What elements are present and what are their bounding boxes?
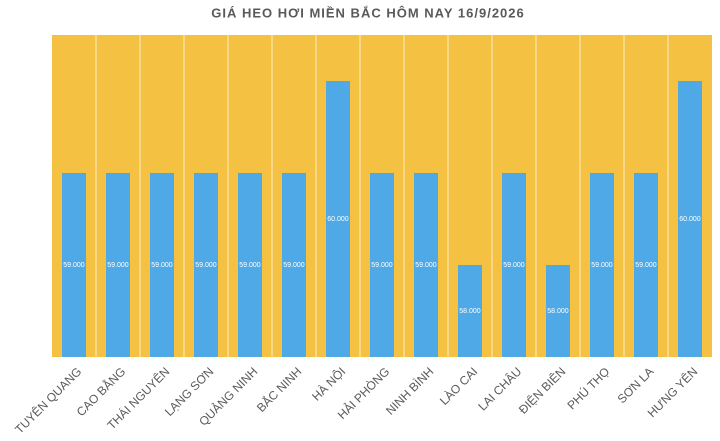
value-label: 59.000 [63,262,85,269]
bar [458,265,482,357]
value-label: 58.000 [459,308,481,315]
x-tick-label: TUYÊN QUANG [12,364,85,437]
value-label: 58.000 [547,308,569,315]
x-tick-label: LÀO CAI [436,364,480,408]
x-tick-label: NINH BÌNH [382,364,436,418]
value-label: 59.000 [503,262,525,269]
bar [282,173,306,357]
value-label: 59.000 [635,262,657,269]
value-label: 59.000 [107,262,129,269]
x-tick-label: HÀ NỘI [309,364,349,404]
x-tick-label: ĐIỆN BIÊN [515,364,568,417]
value-label: 59.000 [371,262,393,269]
value-label: 59.000 [151,262,173,269]
x-tick-label: SƠN LA [615,364,657,406]
bar [194,173,218,357]
bar [370,173,394,357]
bar [678,81,702,357]
bar [62,173,86,357]
chart-title: GIÁ HEO HƠI MIỀN BẮC HÔM NAY 16/9/2026 [211,5,525,20]
value-label: 59.000 [283,262,305,269]
value-label: 59.000 [195,262,217,269]
value-label: 60.000 [327,216,349,223]
bar [634,173,658,357]
x-tick-label: PHÚ THỌ [564,364,613,413]
value-label: 59.000 [239,262,261,269]
bar [414,173,438,357]
value-label: 60.000 [679,216,701,223]
bar [326,81,350,357]
value-label: 59.000 [591,262,613,269]
bar [502,173,526,357]
x-tick-label: BẮC NINH [253,364,304,415]
bar [546,265,570,357]
bar [150,173,174,357]
value-label: 59.000 [415,262,437,269]
bar [238,173,262,357]
bar [106,173,130,357]
bar [590,173,614,357]
